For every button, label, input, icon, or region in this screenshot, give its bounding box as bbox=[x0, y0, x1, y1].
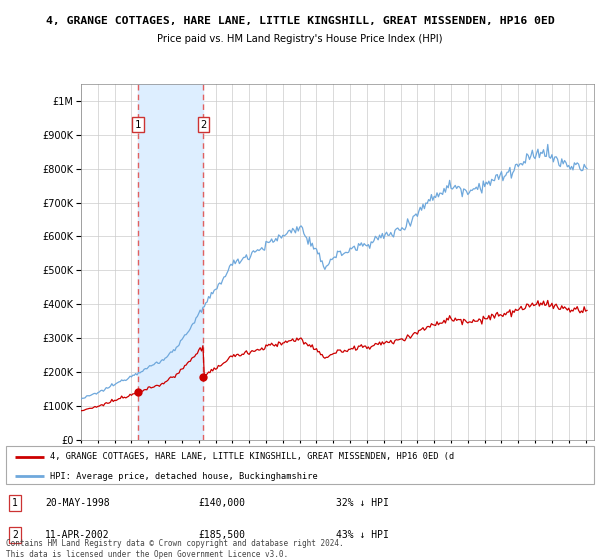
Text: 11-APR-2002: 11-APR-2002 bbox=[45, 530, 110, 540]
Text: 1: 1 bbox=[135, 120, 141, 130]
Text: 32% ↓ HPI: 32% ↓ HPI bbox=[336, 498, 389, 508]
Text: 20-MAY-1998: 20-MAY-1998 bbox=[45, 498, 110, 508]
Text: 4, GRANGE COTTAGES, HARE LANE, LITTLE KINGSHILL, GREAT MISSENDEN, HP16 0ED: 4, GRANGE COTTAGES, HARE LANE, LITTLE KI… bbox=[46, 16, 554, 26]
Text: 2: 2 bbox=[12, 530, 18, 540]
Text: Price paid vs. HM Land Registry's House Price Index (HPI): Price paid vs. HM Land Registry's House … bbox=[157, 34, 443, 44]
Text: 43% ↓ HPI: 43% ↓ HPI bbox=[336, 530, 389, 540]
Text: 4, GRANGE COTTAGES, HARE LANE, LITTLE KINGSHILL, GREAT MISSENDEN, HP16 0ED (d: 4, GRANGE COTTAGES, HARE LANE, LITTLE KI… bbox=[50, 452, 454, 461]
Text: 2: 2 bbox=[200, 120, 206, 130]
Text: £185,500: £185,500 bbox=[198, 530, 245, 540]
FancyBboxPatch shape bbox=[6, 446, 594, 484]
Text: HPI: Average price, detached house, Buckinghamshire: HPI: Average price, detached house, Buck… bbox=[50, 472, 318, 480]
Bar bbox=[138, 84, 203, 440]
Text: £140,000: £140,000 bbox=[198, 498, 245, 508]
Text: Contains HM Land Registry data © Crown copyright and database right 2024.
This d: Contains HM Land Registry data © Crown c… bbox=[6, 539, 344, 559]
Text: 1: 1 bbox=[12, 498, 18, 508]
